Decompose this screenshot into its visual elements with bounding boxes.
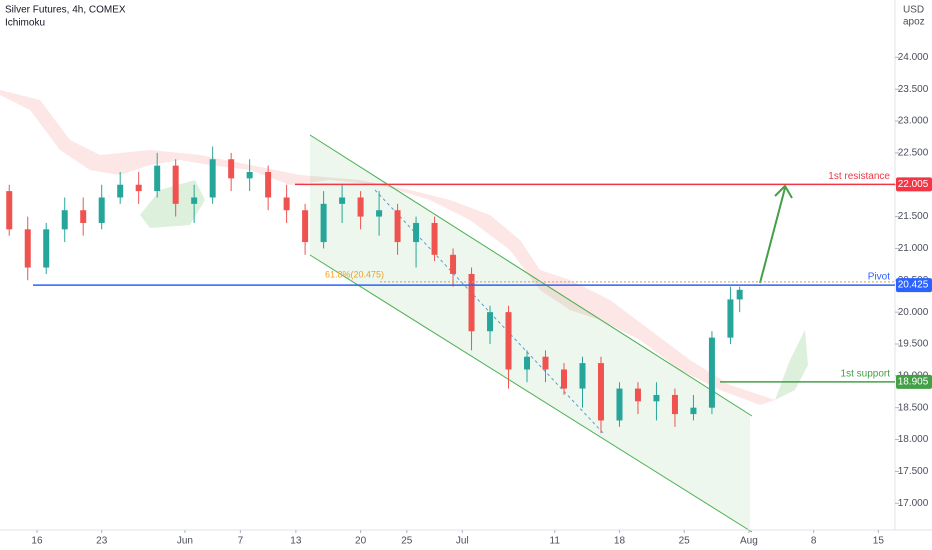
price-label-box xyxy=(896,177,932,192)
candle-body xyxy=(653,394,660,402)
y-tick-label: 22.500 xyxy=(898,148,929,159)
channel-lower xyxy=(309,254,753,533)
candle-body xyxy=(597,363,604,421)
y-tick-label: 18.000 xyxy=(898,434,929,445)
y-tick-label: 23.000 xyxy=(898,116,929,127)
candle-body xyxy=(505,312,512,370)
channel-upper xyxy=(309,134,753,417)
channel-fill xyxy=(310,135,750,530)
candle-body xyxy=(24,229,31,268)
candle-body xyxy=(634,388,641,402)
candle-body xyxy=(339,197,346,204)
candle-body xyxy=(376,210,383,217)
candle-body xyxy=(560,369,567,389)
price-label: 20.425 xyxy=(898,280,929,291)
x-tick-label: 18 xyxy=(614,536,626,547)
x-tick-label: Aug xyxy=(740,536,758,547)
arrow xyxy=(759,187,786,284)
candle-body xyxy=(727,299,734,338)
arrow-head xyxy=(774,184,793,199)
price-label: 18.905 xyxy=(898,377,929,388)
candle-body xyxy=(43,229,50,268)
candle-body xyxy=(246,171,253,179)
level-name: 1st resistance xyxy=(828,171,890,182)
price-label-box xyxy=(896,374,932,389)
candle-body xyxy=(228,159,235,179)
candle-body xyxy=(736,289,743,300)
candle-body xyxy=(468,273,475,332)
candle-body xyxy=(6,191,13,230)
candle-body xyxy=(708,337,715,408)
candle-body xyxy=(61,210,68,230)
y-tick-label: 21.000 xyxy=(898,243,929,254)
candle-body xyxy=(579,363,586,389)
author: apoz xyxy=(903,17,925,28)
candle-body xyxy=(487,312,494,332)
candle-body xyxy=(690,407,697,415)
candle-body xyxy=(671,394,678,415)
ichimoku-cloud xyxy=(0,90,775,405)
x-tick-label: 15 xyxy=(873,536,885,547)
y-tick-label: 17.500 xyxy=(898,466,929,477)
x-tick-label: Jun xyxy=(177,536,193,547)
x-tick-label: 8 xyxy=(811,536,817,547)
y-tick-label: 20.000 xyxy=(898,307,929,318)
candle-body xyxy=(320,203,327,243)
candle-body xyxy=(394,210,401,243)
y-tick-label: 17.000 xyxy=(898,498,929,509)
x-tick-label: 16 xyxy=(31,536,43,547)
y-tick-label: 23.500 xyxy=(898,84,929,95)
chart-title: Silver Futures, 4h, COMEX xyxy=(5,5,126,16)
fib-label: 61.8%(20.475) xyxy=(325,269,384,279)
candle-body xyxy=(80,210,87,223)
candle-body xyxy=(191,197,198,204)
candle-body xyxy=(209,159,216,198)
ichimoku-cloud xyxy=(140,180,205,228)
price-label-box xyxy=(896,278,932,293)
candle-body xyxy=(616,388,623,421)
candle-body xyxy=(524,356,531,370)
x-tick-label: 11 xyxy=(550,536,561,547)
candle-body xyxy=(283,197,290,211)
candle-body xyxy=(450,254,457,274)
x-tick-label: 13 xyxy=(290,536,302,547)
x-tick-label: 25 xyxy=(401,536,413,547)
y-tick-label: 18.500 xyxy=(898,402,929,413)
candle-body xyxy=(172,165,179,204)
candle-body xyxy=(357,197,364,217)
x-tick-label: 25 xyxy=(679,536,691,547)
candle-body xyxy=(154,165,161,192)
indicator-name: Ichimoku xyxy=(5,18,45,29)
level-name: Pivot xyxy=(868,272,890,283)
x-tick-label: Jul xyxy=(456,536,469,547)
currency: USD xyxy=(903,5,924,16)
x-tick-label: 7 xyxy=(238,536,244,547)
y-tick-label: 24.000 xyxy=(898,52,929,63)
y-tick-label: 21.500 xyxy=(898,211,929,222)
level-name: 1st support xyxy=(841,369,891,380)
x-tick-label: 20 xyxy=(355,536,367,547)
x-tick-label: 23 xyxy=(96,536,108,547)
candle-body xyxy=(117,184,124,198)
candle-body xyxy=(542,356,549,370)
candle-body xyxy=(431,222,438,255)
y-tick-label: 19.500 xyxy=(898,339,929,350)
candle-body xyxy=(265,171,272,198)
candle-body xyxy=(413,222,420,243)
candle-body xyxy=(98,197,105,223)
price-label: 22.005 xyxy=(898,179,929,190)
candle-body xyxy=(302,210,309,243)
candle-body xyxy=(135,184,142,192)
